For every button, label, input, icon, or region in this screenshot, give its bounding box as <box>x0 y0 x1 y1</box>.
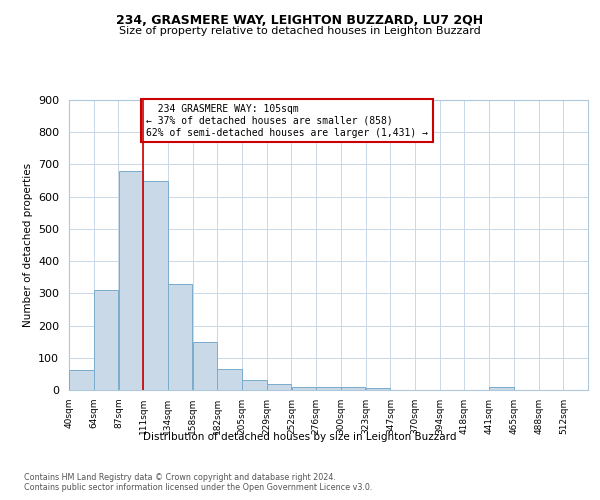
Bar <box>217 369 242 390</box>
Bar <box>365 388 390 390</box>
Bar <box>168 284 193 390</box>
Bar <box>69 370 94 390</box>
Bar <box>193 342 217 390</box>
Text: 234 GRASMERE WAY: 105sqm
← 37% of detached houses are smaller (858)
62% of semi-: 234 GRASMERE WAY: 105sqm ← 37% of detach… <box>146 104 428 138</box>
Text: Distribution of detached houses by size in Leighton Buzzard: Distribution of detached houses by size … <box>143 432 457 442</box>
Bar <box>94 290 118 390</box>
Y-axis label: Number of detached properties: Number of detached properties <box>23 163 32 327</box>
Bar <box>119 171 143 390</box>
Bar <box>242 380 266 390</box>
Text: Contains public sector information licensed under the Open Government Licence v3: Contains public sector information licen… <box>24 484 373 492</box>
Bar <box>341 388 365 390</box>
Bar <box>143 181 168 390</box>
Text: 234, GRASMERE WAY, LEIGHTON BUZZARD, LU7 2QH: 234, GRASMERE WAY, LEIGHTON BUZZARD, LU7… <box>116 14 484 27</box>
Bar <box>489 387 514 390</box>
Bar <box>267 384 292 390</box>
Text: Contains HM Land Registry data © Crown copyright and database right 2024.: Contains HM Land Registry data © Crown c… <box>24 472 336 482</box>
Text: Size of property relative to detached houses in Leighton Buzzard: Size of property relative to detached ho… <box>119 26 481 36</box>
Bar <box>316 388 341 390</box>
Bar <box>292 387 316 390</box>
